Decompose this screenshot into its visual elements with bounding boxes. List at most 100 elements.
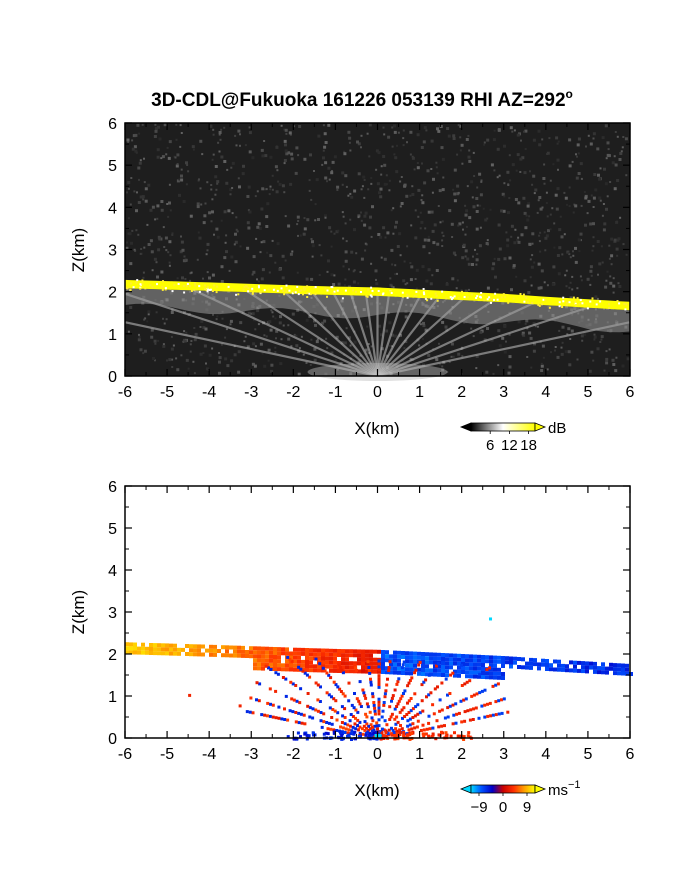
- noise-pixel: [591, 249, 594, 252]
- velocity-cell: [393, 658, 397, 663]
- velocity-cell: [589, 661, 593, 666]
- noise-pixel: [193, 372, 196, 375]
- ground-cell: [340, 734, 344, 738]
- velocity-ylabel: Z(km): [69, 590, 88, 634]
- noise-pixel: [334, 359, 337, 361]
- velocity-cell: [493, 671, 497, 676]
- velocity-cell: [441, 653, 445, 657]
- velocity-cell: [405, 659, 409, 664]
- noise-pixel: [336, 189, 339, 191]
- noise-pixel: [330, 171, 334, 175]
- velocity-cell: [541, 658, 545, 663]
- noise-pixel: [144, 187, 148, 191]
- velocity-cell: [333, 656, 337, 661]
- velocity-cell: [373, 649, 377, 654]
- noise-pixel: [311, 240, 314, 244]
- noise-pixel: [131, 229, 134, 232]
- noise-pixel: [183, 339, 187, 343]
- velocity-cell: [557, 667, 561, 672]
- noise-pixel: [589, 265, 593, 269]
- noise-pixel: [432, 241, 436, 245]
- layer-speckle: [548, 306, 551, 309]
- noise-pixel: [406, 245, 409, 248]
- velocity-cell: [441, 661, 445, 665]
- velocity-cell: [261, 654, 265, 659]
- noise-pixel: [284, 259, 287, 262]
- beam-cell: [460, 663, 464, 667]
- layer-speckle: [578, 303, 581, 306]
- noise-pixel: [295, 334, 298, 337]
- noise-pixel: [247, 209, 250, 212]
- noise-pixel: [199, 139, 203, 143]
- velocity-cell: [317, 656, 321, 661]
- noise-pixel: [275, 337, 277, 340]
- noise-pixel: [592, 222, 595, 226]
- noise-pixel: [614, 131, 617, 133]
- velocity-cell: [361, 661, 365, 666]
- layer-speckle: [190, 290, 193, 292]
- x-tick-label: 2: [457, 746, 466, 763]
- y-tick-label: 5: [108, 521, 117, 538]
- beam-cell: [387, 728, 391, 732]
- noise-pixel: [596, 347, 600, 351]
- noise-pixel: [554, 349, 556, 352]
- layer-speckle: [450, 298, 453, 301]
- noise-pixel: [146, 223, 149, 226]
- velocity-cell: [361, 657, 365, 662]
- velocity-cell: [153, 651, 157, 656]
- beam-cell: [351, 725, 355, 729]
- velocity-cell: [353, 653, 357, 658]
- beam-cell: [425, 695, 428, 699]
- layer-speckle: [189, 285, 191, 288]
- noise-pixel: [224, 241, 227, 244]
- noise-pixel: [546, 215, 549, 218]
- noise-pixel: [601, 214, 604, 217]
- beam-cell: [298, 701, 302, 705]
- noise-pixel: [612, 277, 615, 280]
- velocity-cell: [453, 653, 457, 658]
- velocity-cell: [477, 662, 481, 667]
- noise-pixel: [409, 262, 412, 264]
- velocity-cell: [437, 656, 441, 661]
- noise-pixel: [322, 149, 325, 152]
- layer-speckle: [132, 286, 135, 289]
- noise-pixel: [137, 233, 140, 236]
- noise-pixel: [526, 218, 530, 222]
- beam-cell: [346, 731, 350, 735]
- layer-speckle: [247, 287, 250, 290]
- velocity-cell: [289, 663, 293, 668]
- noise-pixel: [583, 332, 587, 336]
- layer-speckle: [579, 299, 582, 301]
- noise-pixel: [493, 129, 496, 132]
- noise-pixel: [333, 274, 336, 277]
- noise-pixel: [190, 271, 193, 274]
- velocity-cell: [397, 650, 401, 655]
- layer-speckle: [333, 290, 336, 293]
- noise-pixel: [178, 193, 181, 197]
- noise-pixel: [224, 357, 228, 361]
- noise-pixel: [135, 209, 138, 213]
- beam-cell: [488, 701, 492, 705]
- velocity-cell: [493, 659, 497, 664]
- velocity-cell: [217, 649, 221, 653]
- velocity-cell: [373, 661, 377, 666]
- noise-pixel: [365, 351, 369, 355]
- noise-pixel: [514, 228, 517, 231]
- velocity-cell: [457, 673, 461, 678]
- noise-pixel: [156, 275, 159, 279]
- noise-pixel: [154, 342, 157, 345]
- beam-cell: [308, 715, 312, 719]
- noise-pixel: [503, 182, 506, 185]
- beam-cell: [444, 677, 448, 681]
- noise-pixel: [468, 288, 470, 291]
- beam-cell: [265, 714, 269, 718]
- velocity-cell: [381, 670, 385, 674]
- beam-cell: [413, 726, 417, 730]
- layer-speckle: [496, 298, 499, 301]
- velocity-cell: [233, 649, 237, 654]
- beam-cell: [480, 689, 484, 693]
- noise-pixel: [247, 226, 251, 230]
- noise-pixel: [162, 344, 166, 348]
- noise-pixel: [439, 125, 443, 128]
- y-tick-label: 4: [108, 200, 117, 217]
